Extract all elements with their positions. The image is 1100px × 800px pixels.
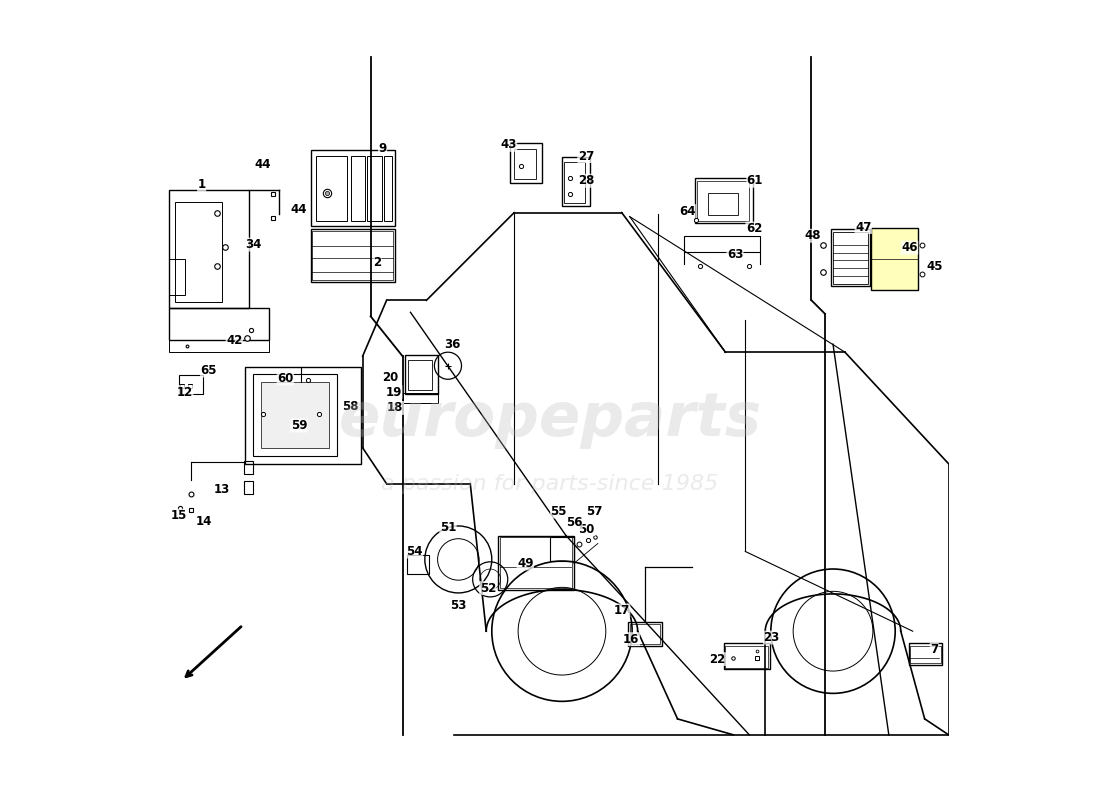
Text: 13: 13 xyxy=(213,482,230,496)
Bar xyxy=(830,229,870,286)
Text: 17: 17 xyxy=(614,604,630,617)
Text: 43: 43 xyxy=(500,138,517,151)
Bar xyxy=(405,354,439,394)
Bar xyxy=(169,340,268,352)
Bar xyxy=(169,308,268,340)
Bar xyxy=(244,462,253,474)
Text: 57: 57 xyxy=(586,505,603,518)
Text: 19: 19 xyxy=(386,386,402,398)
Bar xyxy=(724,643,770,670)
Text: 15: 15 xyxy=(170,509,187,522)
Bar xyxy=(629,624,660,644)
Text: 63: 63 xyxy=(727,249,744,262)
Text: 51: 51 xyxy=(440,521,456,534)
Bar xyxy=(169,190,249,308)
Text: 27: 27 xyxy=(578,150,594,162)
Bar xyxy=(499,537,572,588)
Text: 54: 54 xyxy=(406,545,422,558)
Bar xyxy=(312,231,393,281)
Bar xyxy=(562,157,590,206)
Bar xyxy=(871,228,917,290)
Text: 49: 49 xyxy=(517,557,534,570)
Bar xyxy=(351,156,365,222)
Text: 53: 53 xyxy=(450,599,466,612)
Bar xyxy=(317,156,346,222)
Text: 47: 47 xyxy=(855,221,871,234)
Text: 58: 58 xyxy=(342,400,359,413)
Text: 12: 12 xyxy=(177,386,192,398)
Text: 60: 60 xyxy=(277,372,294,385)
Text: 44: 44 xyxy=(290,203,307,216)
Bar xyxy=(179,375,204,394)
Text: 28: 28 xyxy=(578,174,594,187)
Text: 23: 23 xyxy=(763,631,780,644)
Text: 56: 56 xyxy=(565,516,582,530)
Bar xyxy=(245,366,361,464)
Text: 20: 20 xyxy=(383,371,398,384)
Bar xyxy=(697,181,749,221)
Bar xyxy=(510,143,542,183)
Text: 62: 62 xyxy=(746,222,762,235)
Text: 1: 1 xyxy=(198,178,206,191)
Bar xyxy=(725,646,768,668)
Bar xyxy=(911,646,940,663)
Bar xyxy=(311,229,395,282)
Text: 7: 7 xyxy=(931,643,938,656)
Bar xyxy=(407,554,429,574)
Text: 64: 64 xyxy=(679,205,695,218)
Bar xyxy=(169,259,185,294)
Text: 34: 34 xyxy=(245,238,262,251)
Text: 18: 18 xyxy=(387,402,404,414)
Text: 16: 16 xyxy=(623,633,639,646)
Text: 50: 50 xyxy=(579,522,595,536)
Bar xyxy=(253,374,337,456)
Text: 44: 44 xyxy=(255,158,272,171)
Bar xyxy=(311,150,395,226)
Text: a passion for parts-since 1985: a passion for parts-since 1985 xyxy=(382,474,718,494)
Bar xyxy=(564,162,585,203)
Bar xyxy=(498,535,574,590)
Text: 45: 45 xyxy=(926,259,943,273)
Text: 36: 36 xyxy=(444,338,461,350)
Bar xyxy=(684,236,760,252)
Bar xyxy=(695,178,754,223)
Bar xyxy=(408,360,432,390)
Text: 59: 59 xyxy=(290,419,307,432)
Bar xyxy=(244,482,253,494)
Text: 42: 42 xyxy=(227,334,242,346)
Bar xyxy=(708,193,738,215)
Bar xyxy=(550,537,574,561)
Text: 52: 52 xyxy=(480,582,496,594)
Bar xyxy=(175,202,221,302)
Bar xyxy=(628,622,661,646)
Text: 65: 65 xyxy=(200,364,217,377)
Bar xyxy=(262,382,329,448)
Bar xyxy=(833,232,868,284)
Text: 2: 2 xyxy=(373,256,381,270)
Text: 61: 61 xyxy=(747,174,763,187)
Bar xyxy=(404,393,439,403)
Text: 22: 22 xyxy=(710,653,726,666)
Bar xyxy=(514,149,536,179)
Bar xyxy=(909,643,943,665)
Bar xyxy=(367,156,382,222)
Text: europeparts: europeparts xyxy=(339,390,761,450)
Text: 48: 48 xyxy=(805,230,822,242)
Text: 14: 14 xyxy=(196,514,212,528)
Text: 55: 55 xyxy=(550,505,566,518)
Text: 9: 9 xyxy=(378,142,387,154)
Text: 46: 46 xyxy=(901,242,917,254)
Bar xyxy=(384,156,392,222)
